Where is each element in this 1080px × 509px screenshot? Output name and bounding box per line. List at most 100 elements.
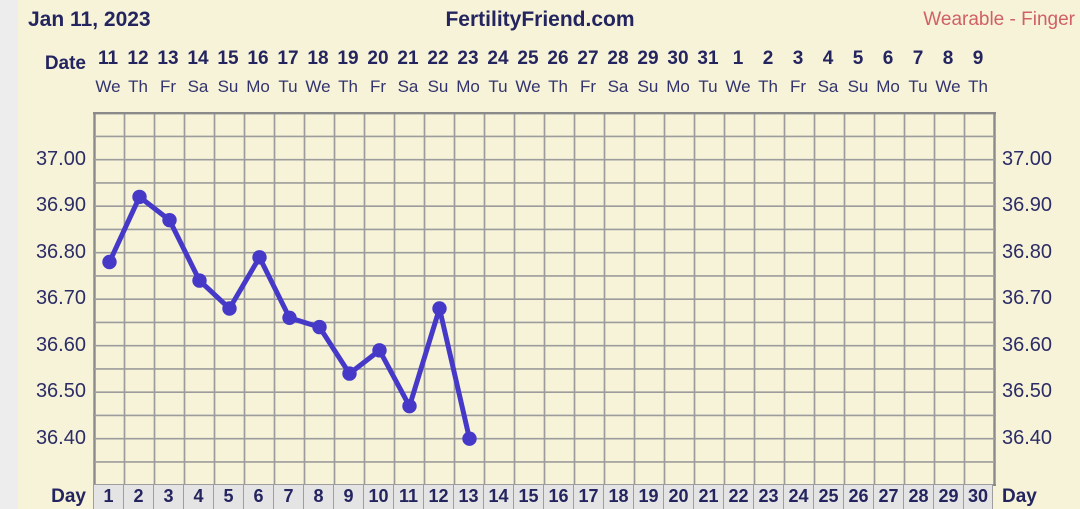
- date-number-cell: 16: [247, 48, 269, 69]
- y-tick-label-left: 36.90: [35, 194, 86, 216]
- weekday-cell: Th: [968, 77, 988, 96]
- day-number-cell[interactable]: 6: [243, 484, 273, 509]
- chart-start-date: Jan 11, 2023: [28, 8, 151, 31]
- date-number-cell: 17: [277, 48, 299, 69]
- weekday-cell: Su: [217, 77, 239, 96]
- weekday-cell: Mo: [666, 77, 690, 96]
- bbt-line-chart[interactable]: [93, 112, 996, 486]
- day-number-cell[interactable]: 1: [93, 484, 123, 509]
- data-point-day-11[interactable]: [402, 398, 417, 414]
- data-point-day-12[interactable]: [432, 301, 447, 316]
- day-number-cell[interactable]: 21: [693, 484, 723, 509]
- date-number-cell: 18: [307, 48, 329, 69]
- day-number-cell[interactable]: 9: [333, 484, 363, 509]
- weekday-cell: Th: [758, 77, 778, 96]
- sensor-mode-label[interactable]: Wearable - Finger: [923, 9, 1075, 30]
- day-number-cell[interactable]: 16: [543, 484, 573, 509]
- date-number-cell: 6: [882, 48, 894, 69]
- weekday-cell: We: [95, 77, 121, 96]
- date-number-cell: 19: [337, 48, 359, 69]
- day-number-cell[interactable]: 3: [153, 484, 183, 509]
- weekday-cell: Tu: [908, 77, 928, 96]
- y-tick-label-right: 37.00: [1002, 147, 1053, 170]
- data-point-day-2[interactable]: [132, 189, 147, 205]
- day-number-cell[interactable]: 13: [453, 484, 483, 509]
- data-point-day-6[interactable]: [252, 250, 267, 265]
- day-number-cell[interactable]: 2: [123, 484, 153, 509]
- day-number-cell[interactable]: 7: [273, 484, 303, 509]
- weekday-cell: Sa: [397, 77, 419, 96]
- data-point-day-5[interactable]: [222, 301, 237, 316]
- weekday-cell: We: [515, 77, 541, 96]
- day-number-cell[interactable]: 11: [393, 484, 423, 509]
- weekday-cell: Tu: [698, 77, 718, 96]
- weekday-cell: Mo: [246, 77, 270, 96]
- y-tick-label-left: 36.60: [35, 333, 86, 356]
- data-point-day-7[interactable]: [282, 310, 297, 325]
- date-axis-label: Date: [44, 53, 86, 74]
- date-number-cell: 25: [517, 48, 539, 69]
- data-point-day-3[interactable]: [162, 212, 177, 228]
- day-number-cell[interactable]: 19: [633, 484, 663, 509]
- day-number-cell[interactable]: 17: [573, 484, 603, 509]
- day-number-cell[interactable]: 22: [723, 484, 753, 509]
- day-number-cell[interactable]: 26: [843, 484, 873, 509]
- y-tick-label-right: 36.80: [1002, 240, 1053, 263]
- y-tick-label-left: 36.40: [35, 426, 86, 449]
- weekday-cell: We: [305, 77, 331, 96]
- date-number-cell: 11: [97, 48, 119, 69]
- day-number-cell[interactable]: 10: [363, 484, 393, 509]
- day-number-cell[interactable]: 15: [513, 484, 543, 509]
- day-number-cell[interactable]: 4: [183, 484, 213, 509]
- date-number-cell: 8: [942, 48, 954, 69]
- day-number-cell[interactable]: 24: [783, 484, 813, 509]
- weekday-cell: Mo: [876, 77, 900, 96]
- data-point-day-4[interactable]: [192, 273, 207, 288]
- weekday-cell: Mo: [456, 77, 480, 96]
- day-number-cell[interactable]: 12: [423, 484, 453, 509]
- day-number-cell[interactable]: 18: [603, 484, 633, 509]
- day-number-cell[interactable]: 14: [483, 484, 513, 509]
- date-number-cell: 22: [427, 48, 449, 69]
- data-point-day-1[interactable]: [102, 254, 117, 270]
- data-point-day-8[interactable]: [312, 319, 327, 335]
- date-number-cell: 27: [577, 48, 599, 69]
- date-number-cell: 15: [217, 48, 239, 69]
- weekday-cell: Tu: [278, 77, 298, 96]
- date-number-cell: 13: [157, 48, 179, 69]
- y-tick-label-right: 36.50: [1002, 380, 1053, 402]
- data-point-day-13[interactable]: [462, 431, 477, 446]
- day-number-cell[interactable]: 23: [753, 484, 783, 509]
- date-number-cell: 23: [457, 48, 479, 69]
- weekday-cell: Fr: [789, 77, 807, 96]
- day-number-cell[interactable]: 8: [303, 484, 333, 509]
- data-point-day-10[interactable]: [372, 343, 387, 358]
- data-point-day-9[interactable]: [342, 366, 357, 381]
- date-number-cell: 3: [792, 48, 804, 69]
- date-number-cell: 1: [732, 48, 744, 69]
- weekday-cell: Su: [847, 77, 869, 96]
- y-tick-label-right: 36.70: [1002, 287, 1053, 309]
- weekday-cell: Sa: [817, 77, 839, 96]
- weekday-cell: We: [725, 77, 751, 96]
- date-number-cell: 5: [852, 48, 864, 69]
- day-number-cell[interactable]: 30: [963, 484, 993, 509]
- day-number-cell[interactable]: 25: [813, 484, 843, 509]
- y-tick-label-left: 36.70: [35, 287, 86, 309]
- y-tick-label-right: 36.40: [1002, 426, 1053, 449]
- day-number-cell[interactable]: 29: [933, 484, 963, 509]
- y-tick-label-right: 36.90: [1002, 194, 1053, 216]
- date-number-cell: 21: [397, 48, 419, 69]
- weekday-cell: Th: [128, 77, 148, 96]
- date-number-cell: 2: [762, 48, 774, 69]
- day-number-cell[interactable]: 20: [663, 484, 693, 509]
- day-number-cell[interactable]: 5: [213, 484, 243, 509]
- day-number-cell[interactable]: 27: [873, 484, 903, 509]
- y-tick-label-left: 36.50: [35, 380, 86, 402]
- day-axis-label-left: Day: [51, 486, 86, 507]
- weekday-cell: Th: [338, 77, 358, 96]
- day-axis-label-right: Day: [1002, 486, 1037, 507]
- day-number-cell[interactable]: 28: [903, 484, 933, 509]
- y-tick-label-left: 37.00: [35, 147, 86, 170]
